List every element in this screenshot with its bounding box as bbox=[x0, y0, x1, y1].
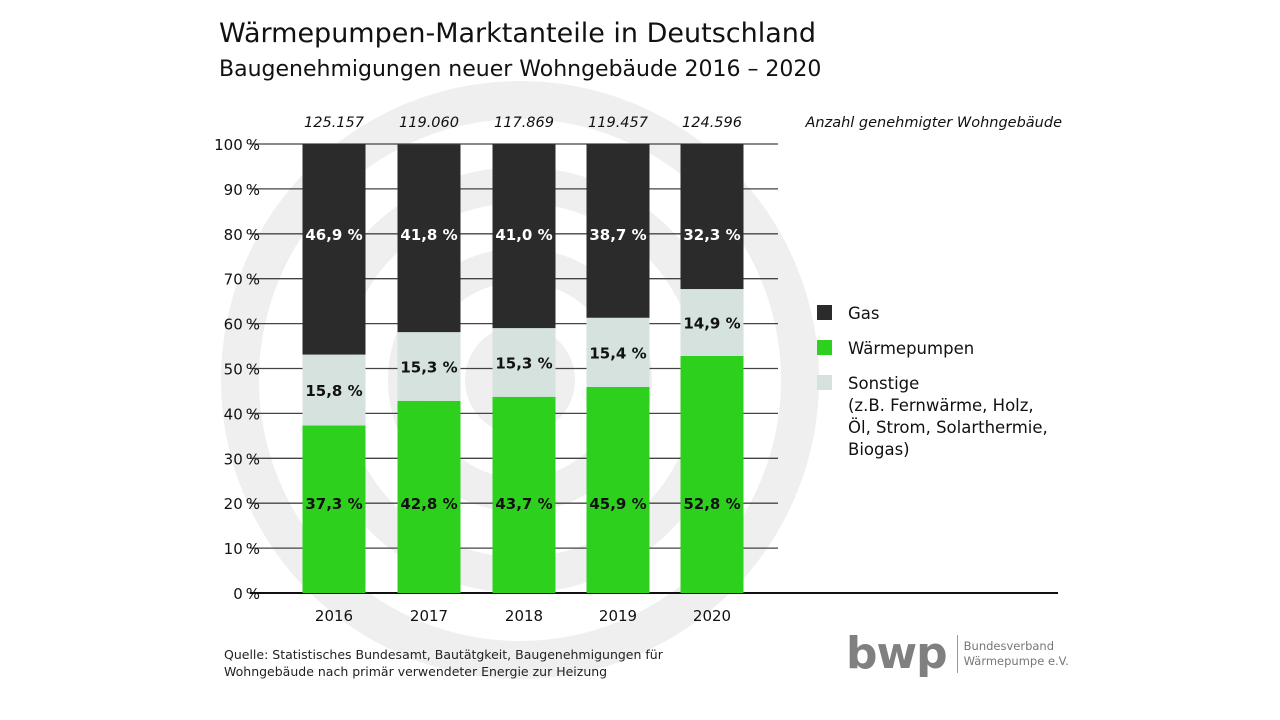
bar-gas-2017 bbox=[397, 144, 461, 333]
data-label: 42,8 % bbox=[400, 495, 457, 513]
data-label: 15,4 % bbox=[589, 344, 646, 362]
totals-caption: Anzahl genehmigter Wohngebäude bbox=[804, 115, 1062, 131]
legend-swatch-gas bbox=[817, 305, 832, 320]
data-label: 52,8 % bbox=[683, 495, 740, 513]
data-label: 15,8 % bbox=[305, 382, 362, 400]
source-note: Quelle: Statistisches Bundesamt, Bautätg… bbox=[224, 647, 663, 679]
logo-text: Bundesverband Wärmepumpe e.V. bbox=[964, 639, 1069, 669]
legend-swatch-sonstige bbox=[817, 375, 832, 390]
bar-wärmepumpen-2020 bbox=[680, 355, 744, 593]
bar-wärmepumpen-2019 bbox=[586, 386, 650, 593]
logo-line-1: Bundesverband bbox=[963, 638, 1055, 653]
total-label: 119.060 bbox=[399, 115, 459, 131]
y-tick-label: 20 % bbox=[224, 495, 260, 513]
legend-label: Wärmepumpen bbox=[848, 339, 974, 358]
y-tick-label: 30 % bbox=[224, 450, 260, 468]
background-ring bbox=[221, 81, 819, 679]
data-label: 41,8 % bbox=[400, 226, 457, 244]
data-label: 14,9 % bbox=[683, 314, 740, 332]
bar-sonstige-2018 bbox=[492, 328, 556, 397]
bar-gas-2020 bbox=[680, 144, 744, 290]
bar-sonstige-2020 bbox=[680, 289, 744, 356]
y-tick-label: 10 % bbox=[224, 540, 260, 558]
bar-wärmepumpen-2018 bbox=[492, 396, 556, 593]
total-label: 125.157 bbox=[304, 115, 365, 131]
y-tick-label: 70 % bbox=[224, 271, 260, 289]
total-label: 119.457 bbox=[588, 115, 649, 131]
data-label: 32,3 % bbox=[683, 226, 740, 244]
logo-mark: bwp bbox=[846, 628, 948, 679]
bar-gas-2019 bbox=[586, 144, 650, 318]
y-tick-label: 60 % bbox=[224, 316, 260, 334]
data-label: 45,9 % bbox=[589, 495, 646, 513]
x-tick-label: 2018 bbox=[505, 607, 543, 625]
legend-label: Gas bbox=[848, 304, 880, 323]
x-tick-label: 2019 bbox=[599, 607, 637, 625]
total-label: 117.869 bbox=[494, 115, 554, 131]
logo-divider bbox=[956, 634, 958, 673]
legend-detail: (z.B. Fernwärme, Holz, bbox=[848, 396, 1034, 415]
chart-subtitle: Baugenehmigungen neuer Wohngebäude 2016 … bbox=[219, 57, 822, 82]
bar-sonstige-2017 bbox=[397, 332, 461, 401]
total-label: 124.596 bbox=[682, 115, 742, 131]
y-tick-label: 40 % bbox=[224, 405, 260, 423]
data-label: 15,3 % bbox=[400, 358, 457, 376]
y-tick-label: 50 % bbox=[224, 361, 260, 379]
y-tick-label: 80 % bbox=[224, 226, 260, 244]
bar-sonstige-2016 bbox=[302, 354, 366, 426]
bar-gas-2016 bbox=[302, 144, 366, 355]
y-tick-label: 0 % bbox=[233, 585, 260, 603]
data-label: 41,0 % bbox=[495, 226, 552, 244]
bar-sonstige-2019 bbox=[586, 317, 650, 387]
x-tick-label: 2020 bbox=[693, 607, 731, 625]
bwp-logo: bwp Bundesverband Wärmepumpe e.V. bbox=[846, 628, 1069, 679]
y-tick-label: 90 % bbox=[224, 181, 260, 199]
data-label: 38,7 % bbox=[589, 226, 646, 244]
y-tick-label: 100 % bbox=[214, 136, 260, 154]
legend-label: Sonstige bbox=[848, 374, 919, 393]
data-label: 37,3 % bbox=[305, 495, 362, 513]
legend-detail: Biogas) bbox=[848, 440, 910, 459]
legend-swatch-wärmepumpen bbox=[817, 340, 832, 355]
data-label: 15,3 % bbox=[495, 354, 552, 372]
data-label: 43,7 % bbox=[495, 495, 552, 513]
legend-detail: Öl, Strom, Solarthermie, bbox=[848, 418, 1048, 437]
bar-wärmepumpen-2016 bbox=[302, 425, 366, 593]
bar-wärmepumpen-2017 bbox=[397, 400, 461, 593]
bar-gas-2018 bbox=[492, 144, 556, 329]
data-label: 46,9 % bbox=[305, 226, 362, 244]
x-tick-label: 2017 bbox=[410, 607, 448, 625]
chart-title: Wärmepumpen-Marktanteile in Deutschland bbox=[219, 18, 817, 49]
logo-line-2: Wärmepumpe e.V. bbox=[963, 653, 1069, 668]
x-tick-label: 2016 bbox=[315, 607, 353, 625]
